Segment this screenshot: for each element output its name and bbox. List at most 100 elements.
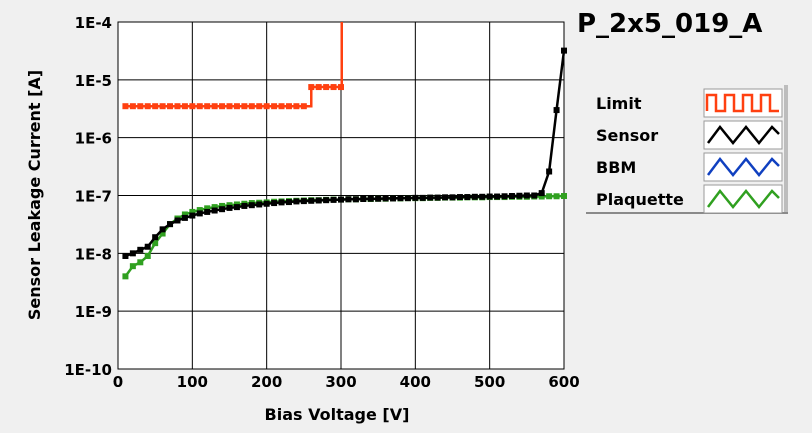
- data-point-plaquette: [553, 193, 560, 200]
- data-point-limit: [248, 103, 255, 110]
- data-point-sensor: [508, 193, 515, 200]
- data-point-limit: [338, 84, 344, 91]
- data-point-limit: [137, 103, 144, 110]
- legend-swatch-plaquette: [703, 184, 783, 214]
- data-point-limit: [174, 103, 181, 110]
- data-point-plaquette: [538, 193, 545, 200]
- x-tick-label: 400: [400, 373, 431, 391]
- data-point-sensor: [241, 202, 248, 209]
- data-point-limit: [189, 103, 196, 110]
- y-axis-ticks: 1E-10 1E-9 1E-8 1E-7 1E-6 1E-5 1E-4: [64, 14, 112, 379]
- data-point-limit: [167, 103, 174, 110]
- data-point-sensor: [375, 195, 382, 202]
- data-point-sensor: [196, 210, 203, 217]
- x-tick-label: 300: [325, 373, 356, 391]
- data-point-sensor: [129, 250, 136, 257]
- data-point-sensor: [137, 246, 144, 253]
- data-point-limit: [323, 84, 330, 91]
- data-point-sensor: [308, 197, 315, 204]
- data-point-sensor: [263, 200, 270, 207]
- data-point-sensor: [159, 226, 166, 233]
- data-point-limit: [271, 103, 278, 110]
- y-tick-label: 1E-5: [75, 72, 112, 90]
- data-point-sensor: [456, 194, 463, 201]
- data-point-sensor: [189, 212, 196, 219]
- x-tick-label: 200: [251, 373, 282, 391]
- legend-label-plaquette: Plaquette: [596, 190, 684, 209]
- data-point-limit: [122, 103, 129, 110]
- data-point-sensor: [181, 214, 188, 221]
- data-point-sensor: [271, 200, 278, 207]
- data-point-sensor: [382, 195, 389, 202]
- data-point-sensor: [464, 194, 471, 201]
- data-point-plaquette: [159, 230, 166, 237]
- x-axis-ticks: 0 100 200 300 400 500 600: [113, 373, 580, 391]
- data-point-sensor: [561, 47, 567, 54]
- data-point-sensor: [523, 192, 530, 199]
- legend-swatch-bbm: [703, 152, 783, 182]
- data-point-limit: [159, 103, 166, 110]
- data-point-sensor: [553, 107, 560, 114]
- data-point-plaquette: [144, 252, 151, 259]
- data-point-sensor: [412, 194, 419, 201]
- series-layer: [122, 22, 567, 280]
- data-point-sensor: [501, 193, 508, 200]
- plot-title: P_2x5_019_A: [577, 9, 762, 39]
- data-point-sensor: [248, 202, 255, 209]
- data-point-sensor: [233, 204, 240, 211]
- data-point-sensor: [256, 201, 263, 208]
- x-tick-label: 600: [548, 373, 579, 391]
- data-point-sensor: [486, 193, 493, 200]
- data-point-sensor: [367, 195, 374, 202]
- data-point-sensor: [449, 194, 456, 201]
- data-point-sensor: [144, 243, 151, 250]
- data-point-limit: [278, 103, 285, 110]
- data-point-sensor: [204, 208, 211, 215]
- data-point-plaquette: [219, 202, 226, 209]
- data-point-limit: [219, 103, 226, 110]
- y-tick-label: 1E-6: [75, 130, 112, 148]
- y-tick-label: 1E-10: [64, 361, 112, 379]
- data-point-sensor: [434, 194, 441, 201]
- data-point-sensor: [226, 204, 233, 211]
- x-tick-label: 100: [177, 373, 208, 391]
- y-tick-label: 1E-8: [75, 245, 112, 263]
- data-point-limit: [256, 103, 263, 110]
- data-point-limit: [144, 103, 151, 110]
- data-point-sensor: [315, 197, 322, 204]
- data-point-limit: [330, 84, 337, 91]
- data-point-sensor: [345, 196, 352, 203]
- data-point-sensor: [419, 194, 426, 201]
- legend-line-sensor: [707, 124, 780, 145]
- data-point-limit: [226, 103, 233, 110]
- data-point-plaquette: [122, 273, 129, 280]
- data-point-plaquette: [211, 204, 218, 211]
- data-point-sensor: [531, 192, 538, 199]
- data-point-sensor: [330, 196, 337, 203]
- data-point-sensor: [300, 198, 307, 205]
- data-point-limit: [263, 103, 270, 110]
- data-point-plaquette: [152, 240, 159, 247]
- data-point-limit: [285, 103, 292, 110]
- data-point-sensor: [397, 195, 404, 202]
- data-point-sensor: [152, 234, 159, 241]
- data-point-plaquette: [196, 207, 203, 214]
- data-point-sensor: [404, 195, 411, 202]
- data-point-limit: [204, 103, 211, 110]
- data-point-sensor: [293, 198, 300, 205]
- data-point-sensor: [538, 190, 545, 197]
- data-point-plaquette: [181, 211, 188, 218]
- legend-line-limit: [705, 93, 779, 113]
- data-point-sensor: [122, 252, 129, 259]
- legend-label-sensor: Sensor: [596, 126, 658, 145]
- data-point-sensor: [390, 195, 397, 202]
- legend-swatch-sensor: [703, 120, 783, 150]
- data-point-plaquette: [546, 193, 553, 200]
- data-point-plaquette: [137, 259, 144, 266]
- y-tick-label: 1E-9: [75, 303, 112, 321]
- data-point-sensor: [516, 192, 523, 199]
- y-tick-label: 1E-4: [75, 14, 112, 32]
- data-point-sensor: [479, 193, 486, 200]
- data-point-limit: [129, 103, 136, 110]
